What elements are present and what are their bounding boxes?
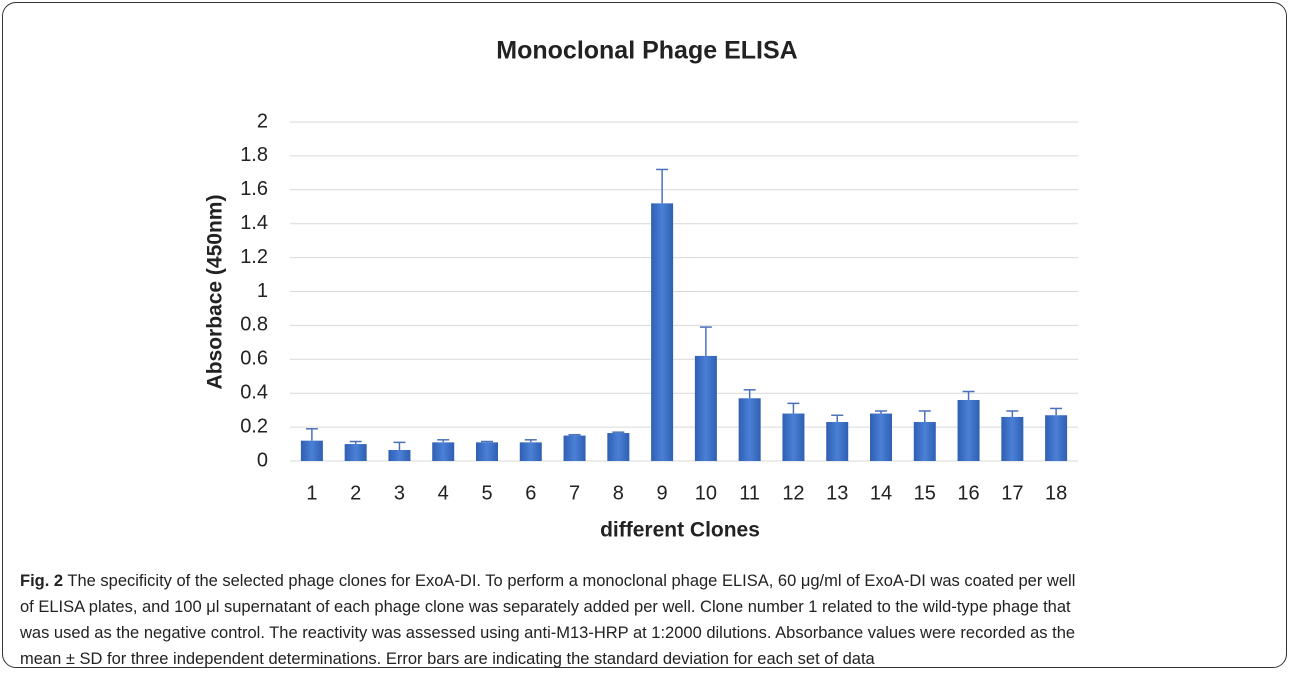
x-tick-label: 15 xyxy=(914,482,936,504)
bar xyxy=(1001,416,1024,461)
bar xyxy=(607,433,630,461)
bar xyxy=(388,449,411,461)
x-tick-label: 17 xyxy=(1001,482,1023,504)
bar xyxy=(344,444,367,461)
x-tick-label: 6 xyxy=(525,482,536,504)
bar xyxy=(300,440,323,461)
x-tick-label: 10 xyxy=(695,482,717,504)
caption-line: was used as the negative control. The re… xyxy=(20,624,1076,642)
x-tick-label: 3 xyxy=(394,482,405,504)
bar xyxy=(476,442,498,461)
bar xyxy=(870,413,892,461)
x-tick-label: 4 xyxy=(438,482,449,504)
x-tick-label: 13 xyxy=(826,482,848,504)
y-tick-label: 1 xyxy=(257,280,268,302)
y-tick-label: 1.8 xyxy=(240,144,268,166)
y-tick-label: 1.6 xyxy=(240,178,268,200)
x-tick-label: 11 xyxy=(739,482,760,504)
caption-text: The specificity of the selected phage cl… xyxy=(67,572,1076,590)
caption-line: of ELISA plates, and 100 μl supernatant … xyxy=(20,598,1071,616)
x-tick-label: 5 xyxy=(481,482,492,504)
x-tick-label: 2 xyxy=(350,482,361,504)
chart-title: Monoclonal Phage ELISA xyxy=(496,37,797,65)
bar xyxy=(1045,415,1068,461)
y-tick-label: 0.2 xyxy=(240,415,268,437)
caption-line: Fig. 2 The specificity of the selected p… xyxy=(20,568,1280,594)
x-tick-label: 16 xyxy=(957,482,979,504)
bar xyxy=(563,435,586,461)
y-tick-label: 0.4 xyxy=(240,381,268,403)
x-axis-title: different Clones xyxy=(600,519,760,542)
x-tick-label: 1 xyxy=(306,482,317,504)
x-tick-label: 18 xyxy=(1045,482,1067,504)
bar xyxy=(694,355,717,461)
bar xyxy=(782,413,805,461)
y-tick-label: 1.4 xyxy=(240,212,268,234)
x-tick-label: 9 xyxy=(657,482,668,504)
x-tick-label: 7 xyxy=(569,482,580,504)
x-tick-label: 8 xyxy=(613,482,624,504)
y-tick-label: 1.2 xyxy=(240,246,268,268)
x-tick-label: 12 xyxy=(782,482,804,504)
bar xyxy=(432,442,455,461)
x-tick-label: 14 xyxy=(870,482,892,504)
caption: Fig. 2 The specificity of the selected p… xyxy=(20,568,1280,672)
bar xyxy=(957,399,980,461)
bar xyxy=(651,203,674,462)
caption-label: Fig. 2 xyxy=(20,572,64,590)
y-axis-title: Absorbace (450nm) xyxy=(204,195,227,390)
bar xyxy=(738,398,761,461)
bar xyxy=(519,442,542,461)
chart: Monoclonal Phage ELISA Absorbace (450nm)… xyxy=(204,37,1078,542)
y-tick-label: 2 xyxy=(257,110,268,132)
caption-line: mean ± SD for three independent determin… xyxy=(20,650,875,668)
bar xyxy=(826,422,849,461)
y-tick-label: 0.8 xyxy=(240,314,268,336)
y-tick-label: 0.6 xyxy=(240,348,268,370)
bar xyxy=(913,422,936,461)
y-tick-label: 0 xyxy=(257,449,268,471)
